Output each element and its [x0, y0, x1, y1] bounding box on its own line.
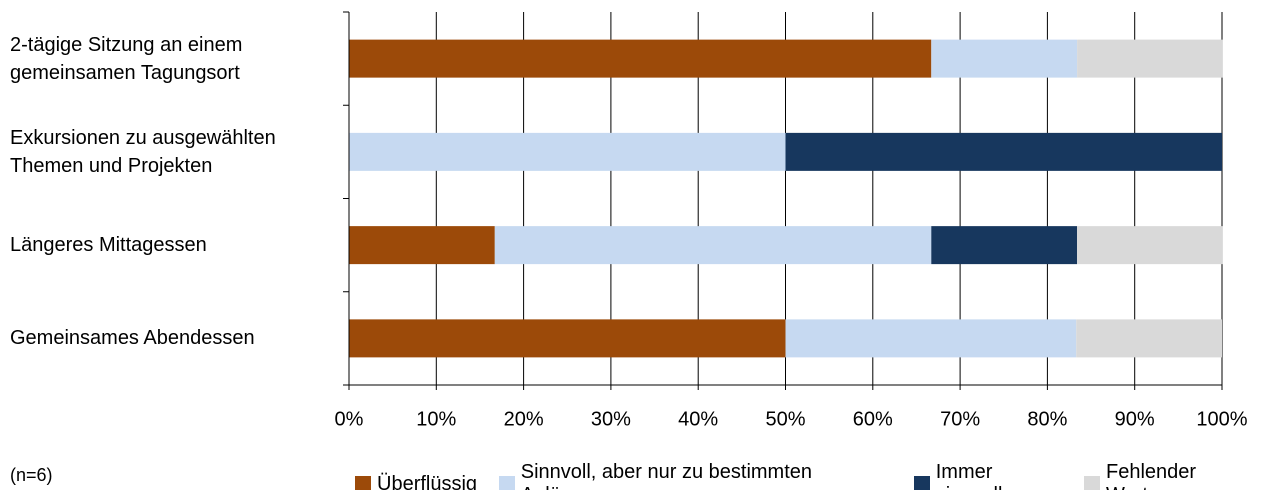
bar-segment [1077, 226, 1223, 265]
bar-segment [931, 39, 1078, 78]
y-tick-label: Exkursionen zu ausgewählten Themen und P… [10, 126, 276, 177]
x-tick-label: 70% [940, 408, 980, 430]
x-tick-label: 60% [853, 408, 893, 430]
bar-segment [349, 319, 786, 358]
x-tick-label: 20% [504, 408, 544, 430]
x-tick-label: 50% [765, 408, 805, 430]
legend-item: Immer sinnvoll [914, 461, 1062, 490]
bar-segment [785, 132, 1222, 171]
legend-swatch [914, 476, 930, 490]
bar-segment [349, 132, 786, 171]
bar-segment [349, 39, 932, 78]
annotation: (n=6) [10, 465, 53, 485]
bars [349, 39, 1223, 358]
y-tick-label: 2-tägige Sitzung an einem gemeinsamen Ta… [10, 33, 243, 84]
x-tick-label: 90% [1115, 408, 1155, 430]
legend-swatch [355, 476, 371, 490]
bar-segment [785, 319, 1077, 358]
y-tick-label: Längeres Mittagessen [10, 234, 207, 257]
x-tick-label: 40% [678, 408, 718, 430]
legend-label: Immer sinnvoll [935, 461, 1003, 490]
x-tick-label: 0% [335, 408, 364, 430]
legend-label: Sinnvoll, aber nur zu bestimmten Anlässe… [520, 461, 813, 490]
bar-segment [494, 226, 932, 265]
x-tick-label: 80% [1027, 408, 1067, 430]
legend-label: Überflüssig [377, 472, 478, 490]
bar-segment [1076, 319, 1222, 358]
legend-item: Sinnvoll, aber nur zu bestimmten Anlässe… [499, 461, 892, 490]
legend-label: Fehlender Wert [1106, 461, 1197, 490]
legend: Überflüssig Sinnvoll, aber nur zu bestimm… [355, 461, 1263, 490]
x-tick-label: 30% [591, 408, 631, 430]
x-tick-label: 100% [1196, 408, 1247, 430]
legend-swatch [499, 476, 515, 490]
legend-item: Fehlender Wert [1084, 461, 1241, 490]
x-tick-label: 10% [416, 408, 456, 430]
y-tick-label: Gemeinsames Abendessen [10, 327, 255, 350]
bar-segment [349, 226, 495, 265]
bar-segment [1077, 39, 1223, 78]
bar-segment [931, 226, 1078, 265]
legend-item: Überflüssig [355, 473, 477, 490]
legend-swatch [1084, 476, 1101, 490]
